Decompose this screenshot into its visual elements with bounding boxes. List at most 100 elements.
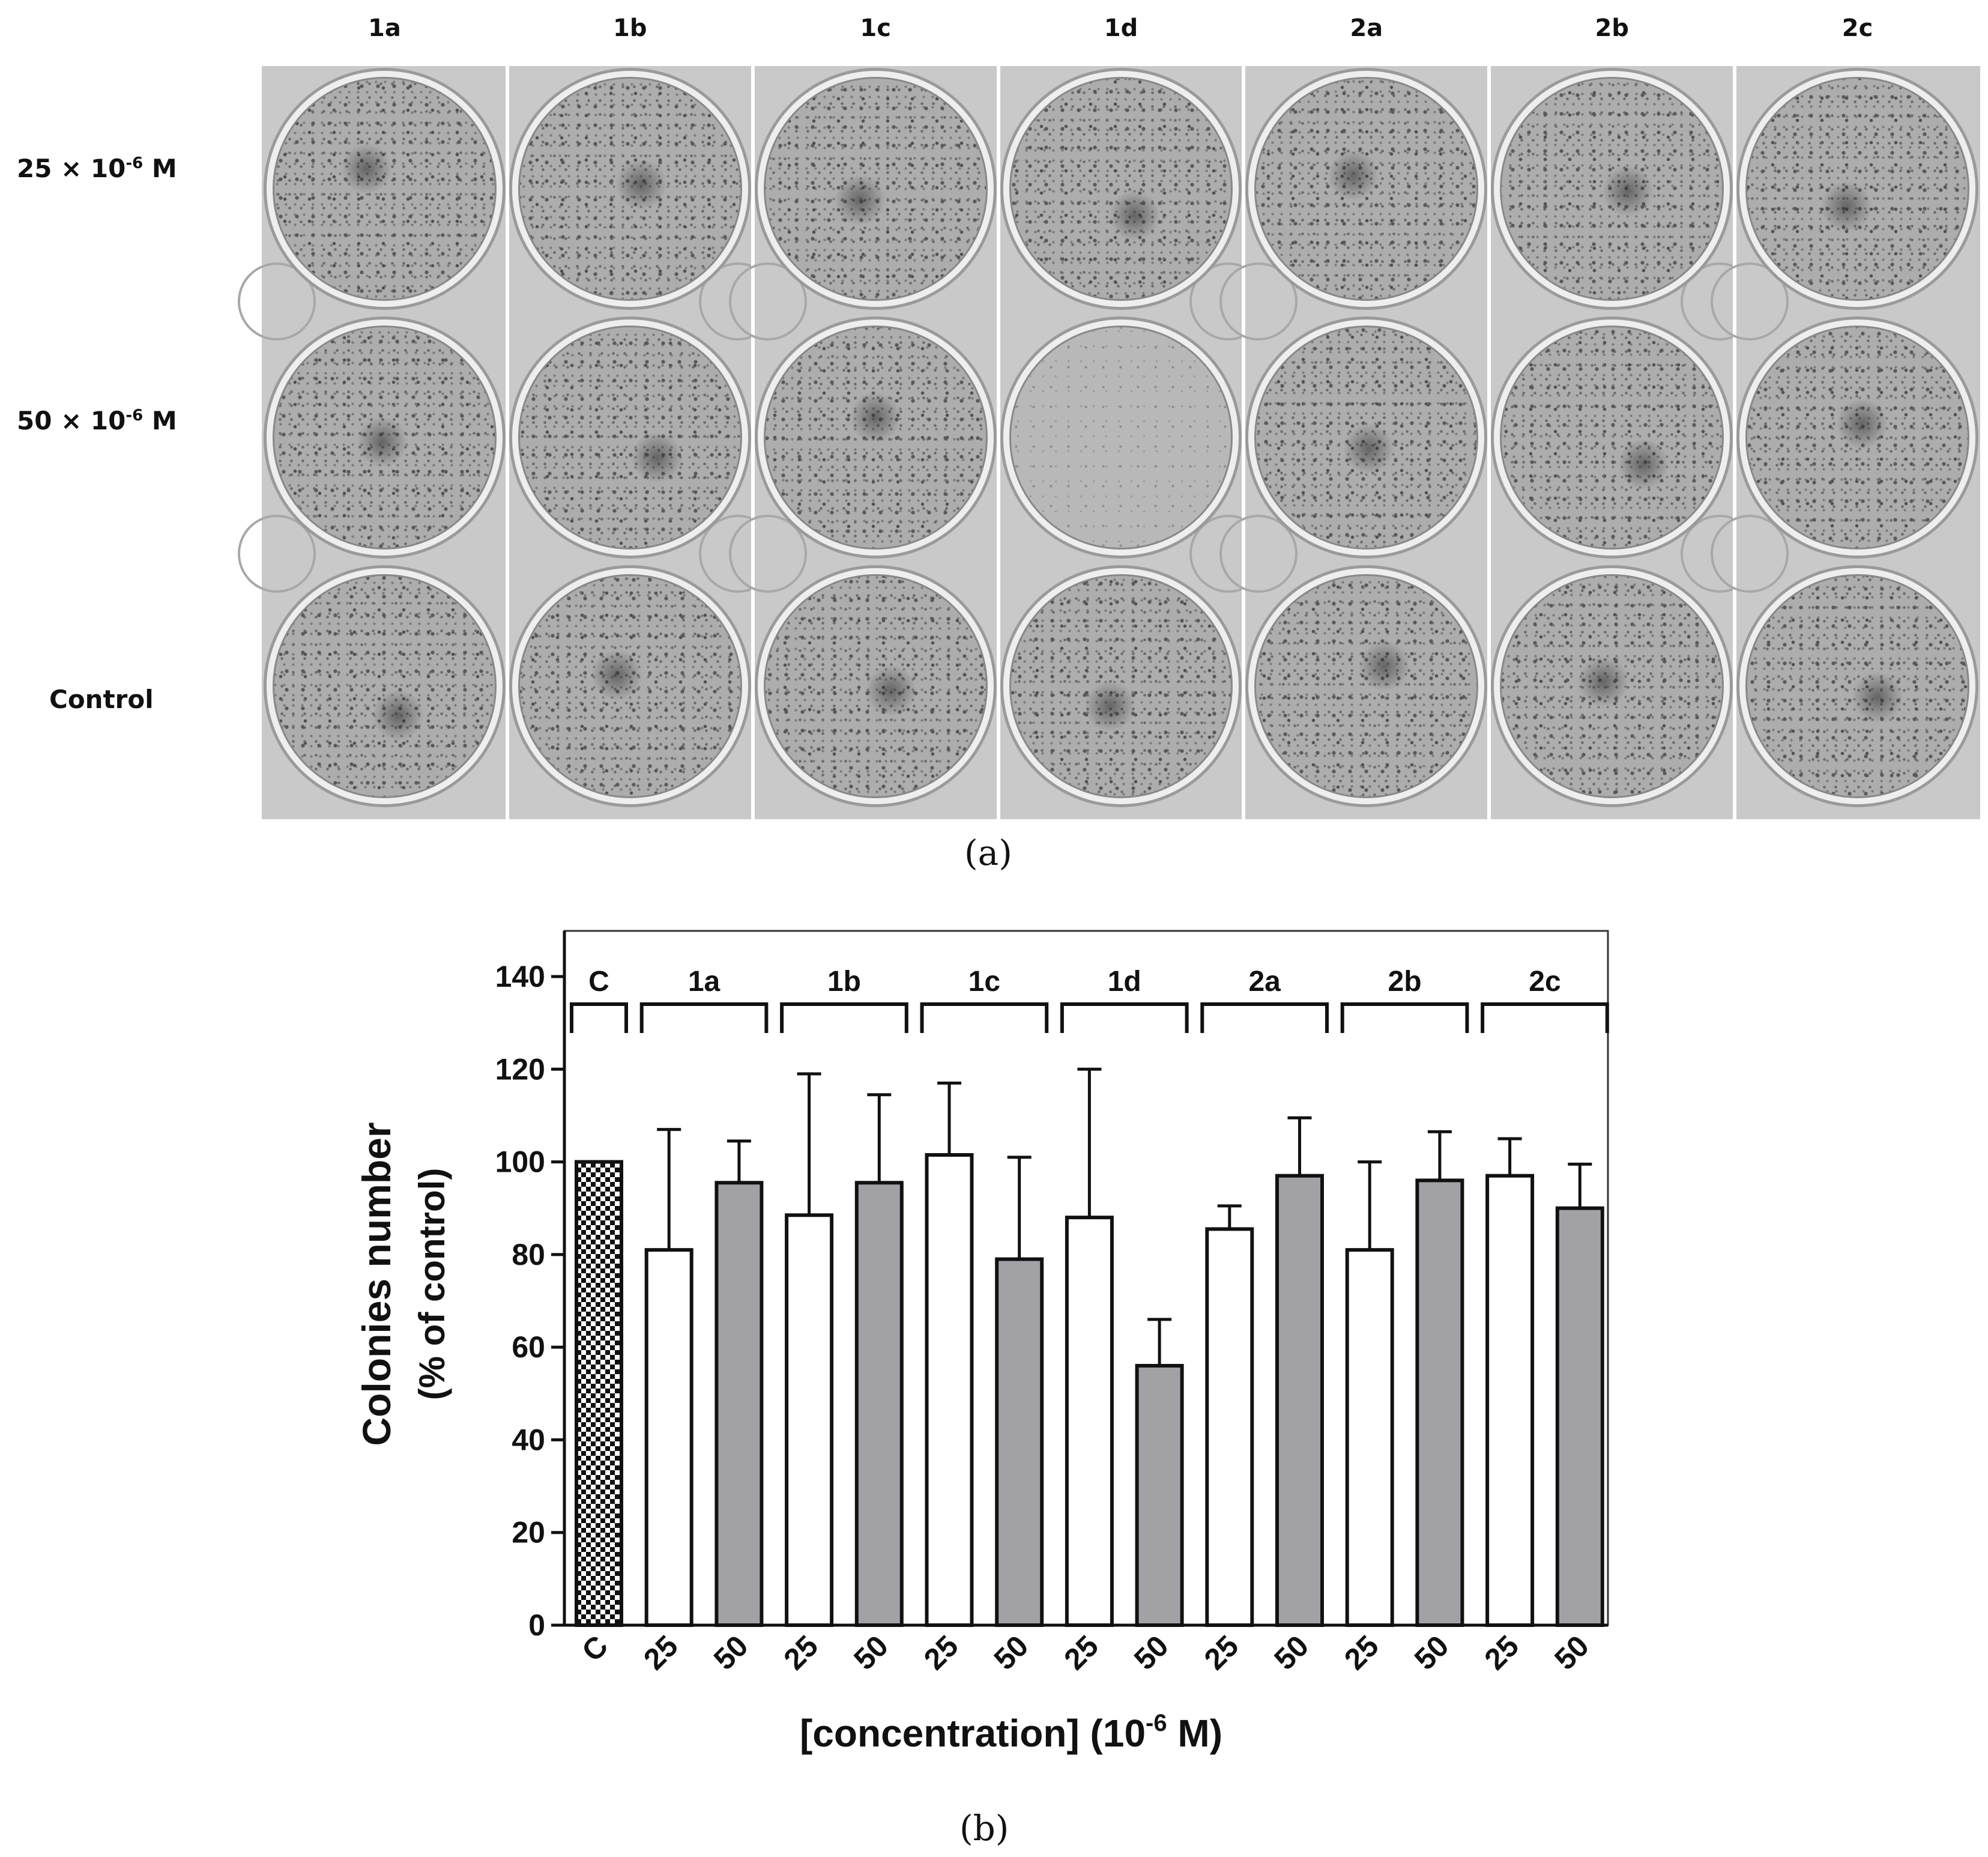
- culture-dish: [1248, 320, 1485, 556]
- x-tick-label: 25: [1338, 1629, 1385, 1676]
- row-label-control: Control: [49, 685, 154, 714]
- bar: [854, 1181, 904, 1627]
- bar: [995, 1257, 1044, 1627]
- bar: [575, 1160, 623, 1628]
- culture-dish: [512, 71, 748, 307]
- x-tick-label: 50: [988, 1629, 1035, 1676]
- colony-cluster: [355, 417, 409, 467]
- group-bracket: [639, 1002, 769, 1033]
- y-tick-label: 140: [495, 960, 545, 993]
- y-tick-label: 0: [528, 1608, 545, 1642]
- bar: [1415, 1178, 1464, 1627]
- well-outline: [1219, 515, 1298, 593]
- culture-dish: [1494, 71, 1730, 307]
- x-tick-label: 50: [1548, 1629, 1595, 1676]
- culture-dish: [1003, 71, 1239, 307]
- y-tick-label: 100: [495, 1145, 545, 1179]
- well-outline: [1711, 262, 1789, 341]
- colonies-bar-chart: 0 20 40 60 80 100 120 140 Colonies number (% of c…: [354, 930, 1609, 1755]
- column-label-1c: 1c: [860, 14, 891, 42]
- column-divider: [505, 66, 509, 819]
- x-tick-label: 50: [1267, 1629, 1315, 1676]
- column-label-2a: 2a: [1350, 14, 1383, 42]
- y-axis-label-line1: Colonies number: [354, 1122, 399, 1446]
- colony-cluster: [1326, 151, 1380, 201]
- column-label-1a: 1a: [368, 14, 401, 42]
- group-label: 2b: [1388, 966, 1422, 998]
- well-outline: [728, 515, 807, 593]
- bar: [1205, 1227, 1254, 1627]
- x-tick-label: 50: [847, 1629, 895, 1676]
- y-tick-label: 120: [495, 1052, 545, 1086]
- column-divider: [996, 66, 1000, 819]
- column-label-2c: 2c: [1841, 14, 1873, 42]
- culture-dish: [757, 568, 994, 804]
- well-outline: [1219, 262, 1298, 341]
- column-label-2b: 2b: [1595, 14, 1629, 42]
- culture-dish: [512, 568, 748, 804]
- panel-b-tag: (b): [959, 1808, 1009, 1849]
- bar: [1275, 1174, 1324, 1627]
- group-label: 2a: [1248, 966, 1281, 998]
- colony-cluster: [1819, 182, 1873, 232]
- row-label-25: 25 × 10-6 M: [17, 154, 177, 183]
- well-outline: [728, 262, 807, 341]
- group-label: 1c: [968, 966, 1000, 998]
- colony-cluster: [1083, 681, 1137, 731]
- column-label-1b: 1b: [613, 14, 647, 42]
- colony-cluster: [614, 159, 668, 209]
- colony-cluster: [833, 175, 887, 225]
- column-label-1d: 1d: [1104, 14, 1138, 42]
- culture-dish: [267, 71, 503, 307]
- column-divider: [1733, 66, 1737, 819]
- culture-dish: [1248, 568, 1485, 804]
- colony-cluster: [1616, 440, 1670, 489]
- x-tick-label: 25: [777, 1629, 824, 1676]
- colony-cluster: [339, 144, 394, 193]
- x-axis-label: [concentration] (10-6 M): [800, 1710, 1222, 1755]
- culture-dish: [1494, 320, 1730, 556]
- culture-dish: [1248, 71, 1485, 307]
- well-outline: [238, 515, 316, 593]
- group-bracket: [1200, 1002, 1329, 1033]
- colony-cluster: [1601, 166, 1655, 216]
- y-axis-label-line2: (% of control): [412, 1168, 452, 1401]
- y-tick-label: 80: [512, 1238, 545, 1271]
- colony-cluster: [1835, 399, 1889, 449]
- colony-cluster: [1107, 191, 1162, 241]
- group-bracket: [570, 1002, 628, 1033]
- culture-dish: [757, 320, 994, 556]
- x-tick-label: 25: [1198, 1629, 1245, 1676]
- group-bracket: [780, 1002, 908, 1033]
- bar: [1485, 1174, 1535, 1627]
- x-tick-label: 25: [1478, 1629, 1525, 1676]
- group-bracket: [1060, 1002, 1189, 1033]
- y-tick-label: 60: [512, 1330, 545, 1364]
- group-label: 1d: [1108, 966, 1141, 998]
- group-label: 1a: [688, 966, 721, 998]
- culture-dish: [1003, 568, 1239, 804]
- bar: [925, 1153, 974, 1627]
- culture-dish: [1003, 320, 1239, 556]
- colony-cluster: [1341, 424, 1396, 474]
- x-tick-label: 25: [917, 1629, 965, 1676]
- row-label-50: 50 × 10-6 M: [17, 406, 177, 435]
- y-tick-label: 20: [512, 1516, 545, 1550]
- colony-cluster: [630, 432, 684, 482]
- bar: [715, 1181, 764, 1627]
- group-label: C: [588, 966, 609, 998]
- y-tick-label: 40: [512, 1423, 545, 1456]
- bar: [644, 1248, 693, 1627]
- group-bracket: [1340, 1002, 1469, 1033]
- group-label: 1b: [827, 966, 861, 998]
- column-divider: [1487, 66, 1491, 819]
- colony-cluster: [371, 690, 425, 740]
- culture-dish: [1739, 568, 1975, 804]
- culture-dish: [757, 71, 994, 307]
- colony-cluster: [590, 650, 644, 700]
- plate-photo-grid: [238, 66, 1980, 819]
- colony-cluster: [1851, 673, 1905, 723]
- x-tick-label: 50: [707, 1629, 755, 1676]
- group-bracket: [920, 1002, 1049, 1033]
